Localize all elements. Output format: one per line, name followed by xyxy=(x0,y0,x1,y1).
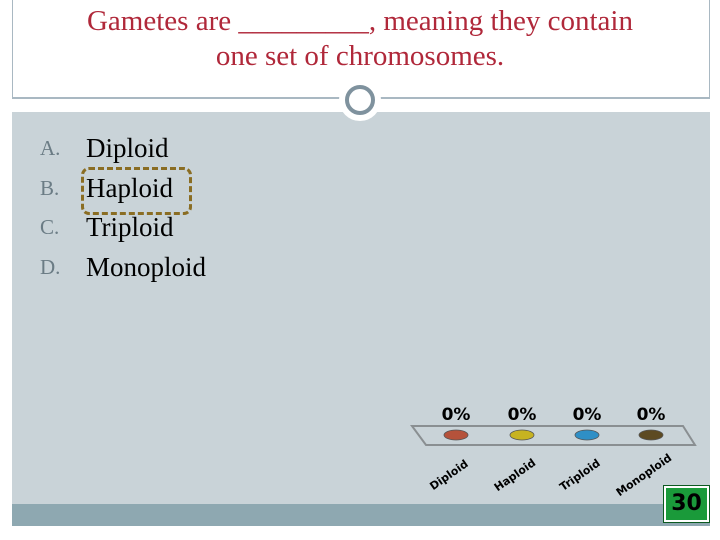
option-letter: D. xyxy=(40,254,61,279)
poll-bar-base-4 xyxy=(638,429,664,441)
answer-option-b[interactable]: B. Haploid xyxy=(40,169,206,209)
poll-value-label-2: 0% xyxy=(508,405,537,425)
option-letter: B. xyxy=(40,175,60,200)
poll-value-label-4: 0% xyxy=(637,405,666,425)
option-text: Haploid xyxy=(86,172,173,203)
timer-value: 30 xyxy=(671,491,702,516)
poll-bar-base-2 xyxy=(509,429,535,441)
answer-option-a[interactable]: A. Diploid xyxy=(40,129,206,169)
chart-platform xyxy=(410,425,697,446)
poll-bar-base-3 xyxy=(574,429,600,441)
poll-category-label-2: Haploid xyxy=(492,456,538,494)
option-text: Monoploid xyxy=(86,251,207,282)
slide-title: Gametes are _________, meaning they cont… xyxy=(0,4,720,74)
answer-list: A. Diploid B. Haploid C. Triploid D. Mon… xyxy=(40,129,206,287)
poll-category-label-1: Diploid xyxy=(427,457,470,493)
poll-category-label-3: Triploid xyxy=(557,457,602,494)
option-text: Triploid xyxy=(86,212,174,243)
countdown-timer: 30 xyxy=(663,485,710,523)
circle-ornament-icon xyxy=(339,79,381,121)
title-line-1: Gametes are _________, meaning they cont… xyxy=(86,5,633,37)
option-text: Diploid xyxy=(86,133,169,164)
answer-option-d[interactable]: D. Monoploid xyxy=(40,248,206,288)
option-letter: A. xyxy=(40,136,61,161)
title-line-2: one set of chromosomes. xyxy=(215,40,505,72)
correct-answer-highlight xyxy=(81,167,192,215)
poll-value-label-3: 0% xyxy=(573,405,602,425)
poll-value-label-1: 0% xyxy=(442,405,471,425)
answer-option-c[interactable]: C. Triploid xyxy=(40,208,206,248)
footer-edge xyxy=(0,526,720,540)
poll-bar-base-1 xyxy=(443,429,469,441)
option-letter: C. xyxy=(40,215,60,240)
footer-band xyxy=(12,504,710,526)
